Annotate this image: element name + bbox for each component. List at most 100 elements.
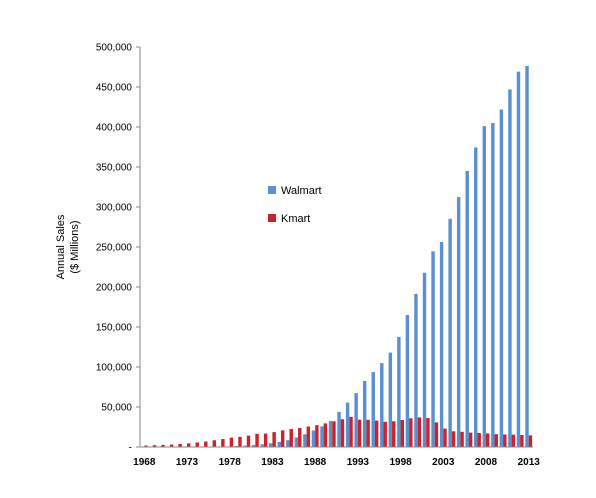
y-tick-label: 450,000 <box>96 83 133 94</box>
kmart-bar <box>392 421 395 447</box>
x-tick-label: 1988 <box>304 457 327 468</box>
walmart-bar <box>406 315 409 447</box>
walmart-bar <box>380 363 383 447</box>
kmart-legend-swatch <box>268 214 276 222</box>
kmart-bar <box>358 420 361 447</box>
walmart-bar <box>354 393 357 447</box>
walmart-bar <box>414 294 417 447</box>
x-tick-label: 1998 <box>389 457 412 468</box>
walmart-bar <box>517 72 520 447</box>
kmart-bar <box>221 439 224 447</box>
x-tick-label: 1983 <box>261 457 284 468</box>
walmart-bar <box>423 273 426 447</box>
kmart-bar <box>520 435 523 447</box>
kmart-bar <box>315 425 318 447</box>
y-tick-label: 100,000 <box>96 363 133 374</box>
kmart-bar <box>409 418 412 447</box>
kmart-bar <box>187 443 190 447</box>
kmart-bar <box>418 417 421 447</box>
kmart-bar <box>272 432 275 447</box>
walmart-bar <box>363 381 366 447</box>
walmart-bar <box>303 434 306 447</box>
y-axis-title: Annual Sales ($ Millions) <box>55 214 81 279</box>
kmart-bar <box>477 433 480 447</box>
kmart-bar <box>298 428 301 447</box>
kmart-bar <box>495 434 498 447</box>
y-tick-label: 350,000 <box>96 163 133 174</box>
walmart-bar <box>431 251 434 447</box>
x-tick-label: 1978 <box>219 457 242 468</box>
walmart-bar <box>312 430 315 447</box>
x-tick-label: 1993 <box>347 457 370 468</box>
kmart-bar <box>366 420 369 447</box>
kmart-legend-label: Kmart <box>281 213 310 225</box>
y-axis: - 50,000 100,000 150,000 200,000 250,000 300,0… <box>96 43 140 454</box>
walmart-bar <box>448 219 451 447</box>
walmart-bar <box>337 412 340 447</box>
kmart-bar <box>307 427 310 447</box>
kmart-bar <box>341 419 344 447</box>
walmart-bar <box>372 372 375 447</box>
walmart-bar <box>269 443 272 447</box>
kmart-bar <box>255 434 258 447</box>
kmart-bar <box>503 435 506 447</box>
kmart-bar <box>383 422 386 447</box>
kmart-bar <box>452 431 455 447</box>
walmart-legend-label: Walmart <box>281 185 322 197</box>
kmart-bar <box>443 429 446 447</box>
kmart-bar <box>204 442 207 447</box>
kmart-bar <box>435 422 438 447</box>
kmart-bar <box>290 429 293 447</box>
walmart-bar <box>491 123 494 447</box>
kmart-bar <box>230 438 233 447</box>
kmart-bar <box>486 433 489 447</box>
kmart-bar <box>460 432 463 447</box>
y-tick-label: 300,000 <box>96 203 133 214</box>
kmart-bar <box>469 433 472 447</box>
y-tick-label: 400,000 <box>96 123 133 134</box>
kmart-bar <box>332 421 335 447</box>
kmart-bar <box>213 440 216 447</box>
walmart-bar <box>457 197 460 447</box>
kmart-bar <box>349 417 352 447</box>
walmart-bar <box>278 442 281 447</box>
walmart-bar <box>474 147 477 447</box>
legend: Walmart Kmart <box>268 185 322 225</box>
walmart-bar <box>525 66 528 447</box>
walmart-bar <box>295 437 298 447</box>
kmart-bar <box>196 443 199 447</box>
walmart-bar <box>508 89 511 447</box>
walmart-bar <box>440 242 443 447</box>
kmart-bar <box>375 421 378 447</box>
walmart-bar <box>466 171 469 447</box>
y-tick-label: 250,000 <box>96 243 133 254</box>
kmart-bar <box>401 420 404 447</box>
walmart-bar <box>329 421 332 447</box>
walmart-bar <box>320 426 323 447</box>
walmart-legend-swatch <box>268 186 276 194</box>
walmart-bar <box>286 440 289 447</box>
kmart-bar <box>281 430 284 447</box>
kmart-bar <box>324 423 327 447</box>
bars <box>141 66 532 447</box>
x-tick-label: 2003 <box>432 457 455 468</box>
walmart-bar <box>389 353 392 447</box>
kmart-bar <box>247 436 250 447</box>
kmart-bar <box>264 434 267 447</box>
x-axis: 1968 1973 1978 1983 1988 1993 1998 2003 2008 2013 <box>133 447 540 468</box>
kmart-bar <box>426 418 429 447</box>
x-tick-label: 2013 <box>518 457 541 468</box>
y-axis-title-line-2: ($ Millions) <box>69 220 81 273</box>
walmart-bar <box>483 126 486 447</box>
x-tick-label: 1973 <box>176 457 199 468</box>
y-tick-label: - <box>129 443 132 454</box>
y-tick-label: 150,000 <box>96 323 133 334</box>
kmart-bar <box>529 435 532 447</box>
y-tick-label: 50,000 <box>101 403 132 414</box>
x-tick-label: 2008 <box>475 457 498 468</box>
walmart-bar <box>500 110 503 447</box>
y-tick-label: 200,000 <box>96 283 133 294</box>
x-tick-label: 1968 <box>133 457 156 468</box>
y-axis-title-line-1: Annual Sales <box>55 214 67 279</box>
